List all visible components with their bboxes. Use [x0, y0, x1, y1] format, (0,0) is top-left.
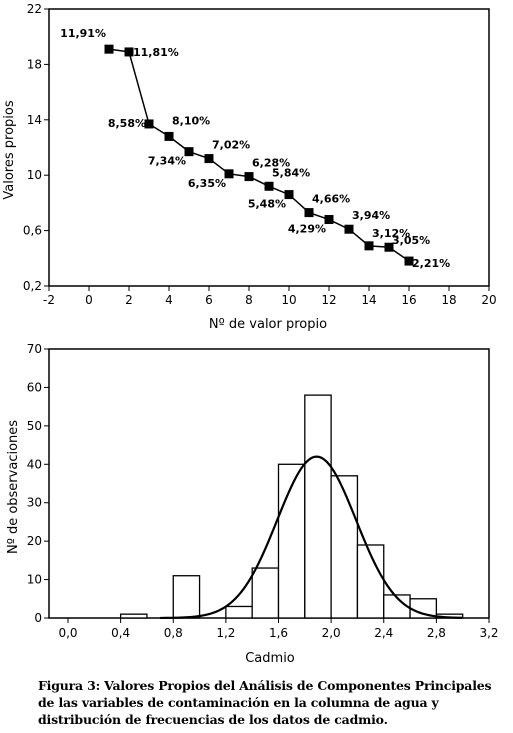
figure-caption: Figura 3: Valores Propios del Análisis d…: [38, 678, 492, 727]
histogram-x-tick-label: 3,2: [479, 626, 498, 640]
eigenvalue-point: [204, 154, 214, 164]
eigenvalue-data-label: 3,05%: [392, 234, 430, 247]
eigenvalue-x-tick-label: 0: [85, 293, 93, 307]
histogram-x-tick-label: 1,2: [216, 626, 235, 640]
eigenvalue-data-label: 4,66%: [312, 193, 350, 206]
eigenvalue-y-axis-label: Valores propios: [2, 100, 17, 199]
eigenvalue-point: [284, 190, 294, 200]
eigenvalue-x-tick-label: 18: [441, 293, 456, 307]
histogram-y-tick-label: 60: [27, 380, 42, 394]
histogram-y-tick-label: 0: [34, 611, 42, 625]
histogram-bar: [277, 463, 306, 619]
eigenvalue-x-axis-label: Nº de valor propio: [209, 317, 327, 332]
eigenvalue-point: [124, 47, 134, 57]
eigenvalue-y-tick-label: 22: [27, 2, 42, 16]
histogram-y-tick-label: 30: [27, 496, 42, 510]
histogram-bar: [330, 475, 359, 619]
eigenvalue-point: [324, 215, 334, 225]
histogram-bar: [172, 575, 201, 619]
eigenvalue-data-label: 7,34%: [148, 155, 186, 168]
histogram-y-axis-label: Nº de observaciones: [6, 420, 21, 554]
eigenvalue-data-label: 5,84%: [272, 166, 310, 179]
eigenvalue-point: [184, 147, 194, 157]
cadmium-histogram: 0,0 0,4 0,8 1,2 1,6 2,0 2,4 2,8 3,2 0 10 20 30 40 50 60…: [6, 342, 499, 666]
eigenvalue-data-label: 4,29%: [288, 223, 326, 236]
histogram-y-tick-label: 40: [27, 457, 42, 471]
histogram-bar: [251, 567, 280, 619]
histogram-bar: [304, 394, 332, 619]
eigenvalue-x-tick-label: -2: [43, 293, 55, 307]
histogram-x-tick-label: 0,4: [111, 626, 130, 640]
histogram-y-tick-label: 20: [27, 534, 42, 548]
eigenvalue-data-label: 6,35%: [188, 177, 226, 190]
eigenvalue-chart: -2 0 2 4 6 8 10 12 14 16 18 20 0,2 0,6 10 14 18 22 11,91%…: [2, 2, 497, 332]
histogram-y-tick-label: 70: [27, 342, 42, 356]
eigenvalue-data-label: 8,58%: [108, 117, 146, 130]
eigenvalue-data-label: 3,94%: [352, 209, 390, 222]
eigenvalue-y-tick-label: 18: [27, 57, 42, 71]
eigenvalue-x-tick-label: 14: [361, 293, 376, 307]
eigenvalue-point: [344, 224, 354, 234]
eigenvalue-x-tick-label: 2: [125, 293, 133, 307]
eigenvalue-x-tick-label: 16: [401, 293, 416, 307]
eigenvalue-point: [264, 181, 274, 191]
histogram-bar: [119, 613, 148, 619]
eigenvalue-point: [244, 172, 254, 182]
eigenvalue-x-tick-label: 4: [165, 293, 173, 307]
eigenvalue-data-label: 2,21%: [412, 257, 450, 270]
eigenvalue-series-line: [108, 48, 410, 262]
eigenvalue-x-tick-label: 10: [281, 293, 296, 307]
eigenvalue-point: [224, 169, 234, 179]
eigenvalue-y-tick-label: 14: [27, 113, 42, 127]
eigenvalue-point: [304, 208, 314, 218]
eigenvalue-data-label: 5,48%: [248, 198, 286, 211]
eigenvalue-x-tick-label: 12: [321, 293, 336, 307]
eigenvalue-data-label: 11,81%: [133, 46, 179, 59]
eigenvalue-point: [104, 44, 114, 54]
histogram-x-tick-label: 0,0: [58, 626, 77, 640]
eigenvalue-x-tick-label: 6: [205, 293, 213, 307]
eigenvalue-y-tick-label: 0,2: [23, 279, 42, 293]
eigenvalue-y-tick-label: 10: [27, 168, 42, 182]
eigenvalue-x-tick-label: 20: [481, 293, 496, 307]
histogram-x-tick-label: 2,4: [374, 626, 393, 640]
normal-curve: [160, 455, 463, 620]
histogram-x-tick-label: 0,8: [164, 626, 183, 640]
histogram-y-tick-label: 10: [27, 573, 42, 587]
eigenvalue-plot-frame: [48, 8, 490, 287]
eigenvalue-data-label: 3,12%: [372, 227, 410, 240]
eigenvalue-data-label: 8,10%: [172, 114, 210, 127]
eigenvalue-y-tick-label: 0,6: [23, 224, 42, 238]
eigenvalue-point: [364, 241, 374, 251]
eigenvalue-x-tick-label: 8: [245, 293, 253, 307]
histogram-x-tick-label: 1,6: [269, 626, 288, 640]
eigenvalue-point: [384, 242, 394, 252]
eigenvalue-data-label: 6,28%: [252, 157, 290, 170]
eigenvalue-data-label: 11,91%: [60, 27, 106, 40]
eigenvalue-point: [164, 131, 174, 141]
eigenvalue-point: [144, 119, 154, 129]
histogram-y-tick-label: 50: [27, 419, 42, 433]
histogram-bar: [225, 605, 253, 619]
histogram-x-tick-label: 2,0: [322, 626, 341, 640]
histogram-x-axis-label: Cadmio: [245, 651, 295, 666]
eigenvalue-point: [404, 256, 414, 266]
histogram-x-tick-label: 2,8: [427, 626, 446, 640]
eigenvalue-data-label: 7,02%: [212, 139, 250, 152]
